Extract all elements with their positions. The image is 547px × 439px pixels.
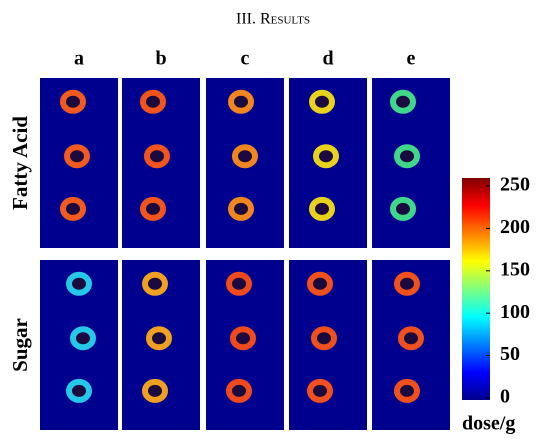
- colorbar-tick-label: 100: [500, 301, 530, 323]
- ring: [232, 144, 258, 169]
- row-label: Sugar: [8, 318, 32, 372]
- ring: [394, 378, 420, 403]
- colorbar-tick-label: 250: [500, 174, 530, 196]
- colorbar-tick-label: 50: [500, 343, 520, 365]
- ring: [309, 196, 335, 221]
- colorbar-tick-label: 200: [500, 216, 530, 238]
- ring: [66, 378, 92, 403]
- ring: [60, 196, 86, 221]
- ring: [390, 89, 416, 114]
- ring: [142, 378, 168, 403]
- ring: [394, 144, 420, 169]
- column-label: c: [241, 48, 250, 70]
- ring: [144, 144, 170, 169]
- ring: [142, 271, 168, 296]
- ring: [140, 196, 166, 221]
- ring: [390, 196, 416, 221]
- ring: [70, 326, 96, 351]
- ring: [228, 89, 254, 114]
- ring: [228, 196, 254, 221]
- column-label: d: [322, 48, 333, 70]
- ring: [309, 89, 335, 114]
- ring: [66, 271, 92, 296]
- ring: [307, 378, 333, 403]
- ring: [398, 326, 424, 351]
- ring: [140, 89, 166, 114]
- column-label: a: [74, 48, 84, 70]
- ring: [394, 271, 420, 296]
- colorbar: [462, 178, 490, 400]
- ring: [230, 326, 256, 351]
- ring: [307, 271, 333, 296]
- ring: [64, 144, 90, 169]
- colorbar-tick-label: 150: [500, 258, 530, 280]
- colorbar-label: dose/g: [462, 413, 515, 435]
- row-label: Fatty Acid: [8, 116, 32, 210]
- ring: [146, 326, 172, 351]
- ring: [60, 89, 86, 114]
- colorbar-tick-label: 0: [500, 386, 510, 408]
- column-label: b: [155, 48, 166, 70]
- section-title: III. Results: [236, 11, 310, 28]
- column-label: e: [407, 48, 416, 70]
- ring: [226, 378, 252, 403]
- ring: [313, 144, 339, 169]
- ring: [311, 326, 337, 351]
- ring: [226, 271, 252, 296]
